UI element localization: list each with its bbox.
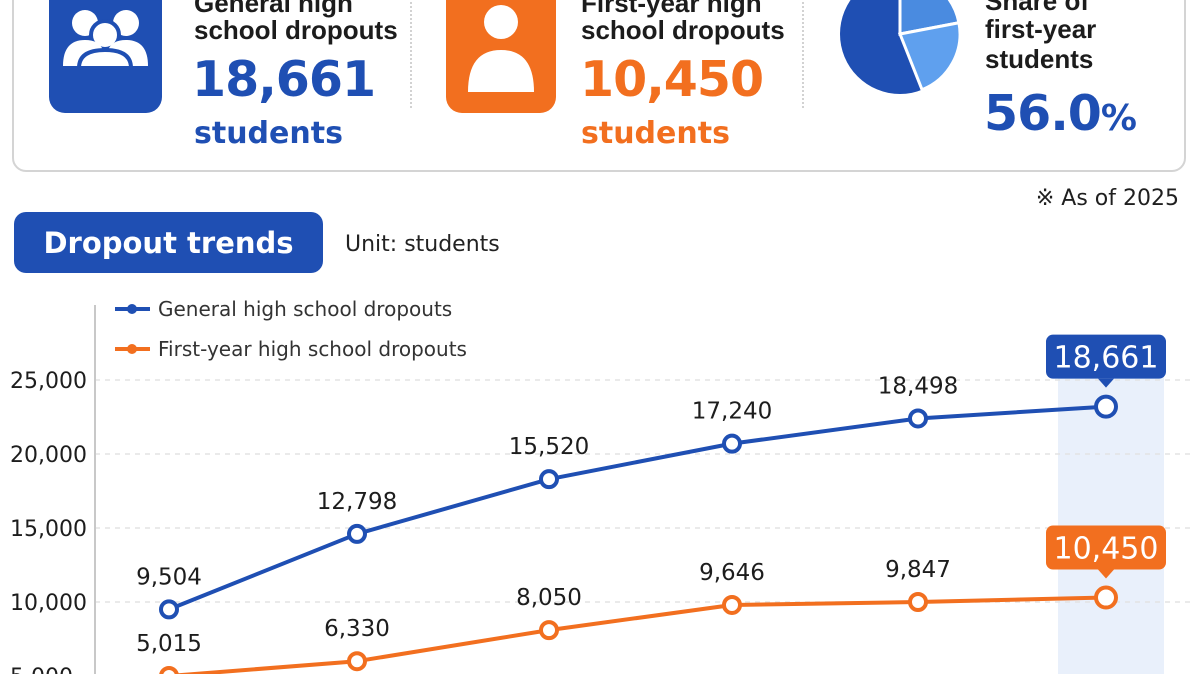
series-line [168, 404, 1107, 612]
share-number: 56.0 [984, 85, 1102, 142]
person-icon [446, 0, 556, 113]
first-year-dropouts-value: 10,450 [580, 51, 764, 108]
data-point [159, 599, 179, 620]
summary-panel [12, 0, 1186, 172]
callout-box [1046, 334, 1166, 379]
data-point [1094, 394, 1118, 419]
y-tick-label: 25,000 [10, 369, 87, 394]
section-title: Dropout trends [14, 212, 323, 273]
unit-label: Unit: students [345, 232, 500, 257]
data-point [539, 620, 559, 641]
general-label-line1: General high [194, 0, 353, 18]
share-label-line3: students [985, 44, 1094, 74]
general-label-line2: school dropouts [194, 15, 398, 45]
y-tick-label: 10,000 [10, 591, 87, 616]
data-point [908, 408, 928, 429]
data-label: 18,498 [878, 373, 958, 399]
callout-pointer [1098, 569, 1114, 579]
legend-label: General high school dropouts [158, 297, 452, 321]
first-year-dropouts-unit: students [581, 116, 730, 151]
first-year-label-line1: First-year high [581, 0, 762, 18]
group-icon [49, 0, 162, 113]
callout-box [1046, 525, 1166, 570]
pie-slice [897, 21, 962, 92]
as-of-note: ※ As of 2025 [1035, 186, 1179, 211]
data-point [347, 523, 367, 544]
data-label: 5,015 [136, 631, 202, 657]
legend-marker [127, 304, 137, 314]
legend-label: First-year high school dropouts [158, 337, 467, 361]
pie-chart-icon [838, 0, 962, 120]
data-label: 12,798 [317, 489, 397, 515]
data-point [347, 651, 367, 672]
callout-pointer [1098, 378, 1114, 388]
percent-sign: % [1100, 98, 1137, 139]
data-point [722, 433, 742, 454]
highlight-band [1058, 368, 1164, 674]
callout-label: 18,661 [1054, 341, 1159, 376]
data-point [1094, 585, 1118, 610]
share-value: 56.0% [984, 85, 1137, 147]
series-line [168, 595, 1107, 674]
data-label: 6,330 [324, 616, 390, 642]
y-tick-label: 15,000 [10, 517, 87, 542]
legend-marker [127, 344, 137, 354]
summary-divider [802, 0, 804, 108]
y-tick-label: 20,000 [10, 443, 87, 468]
data-label: 9,646 [699, 560, 765, 586]
data-point [722, 594, 742, 615]
callout-label: 10,450 [1054, 532, 1159, 567]
data-label: 9,847 [885, 557, 951, 583]
data-label: 15,520 [509, 434, 589, 460]
first-year-label-line2: school dropouts [581, 15, 785, 45]
data-label: 8,050 [516, 585, 582, 611]
data-point [908, 592, 928, 612]
share-label-line2: first-year [985, 14, 1097, 44]
data-point [159, 666, 179, 674]
share-label-line1: Share of [985, 0, 1090, 16]
data-label: 9,504 [136, 564, 202, 590]
data-point [539, 469, 559, 490]
general-dropouts-value: 18,661 [192, 51, 376, 108]
data-label: 17,240 [692, 399, 772, 425]
y-tick-label: 5,000 [10, 665, 73, 674]
general-dropouts-unit: students [194, 116, 343, 151]
summary-divider [410, 0, 412, 108]
